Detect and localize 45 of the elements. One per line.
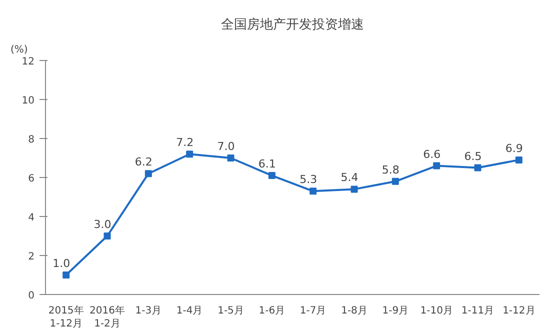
x-tick-label: 1-8月 (341, 306, 368, 316)
point (144, 170, 152, 178)
point (186, 150, 194, 158)
x-tick-label: 1-10月 (420, 306, 453, 316)
x-tick-label: 1-11月 (461, 306, 494, 316)
point (268, 172, 276, 180)
data-label: 3.0 (94, 218, 112, 231)
y-tick-label: 0 (28, 290, 35, 302)
x-tick-label: 1-7月 (300, 306, 326, 316)
point (474, 164, 482, 172)
point (104, 232, 111, 240)
point (62, 272, 70, 278)
chart-title: 全国房地产开发投资增速 (221, 16, 364, 32)
y-tick-label: 4 (28, 212, 35, 224)
x-tick-label: 1-6月 (258, 306, 286, 316)
x-tick-label: 2016年 1-2月 (90, 304, 125, 330)
y-tick-label: 10 (22, 96, 35, 106)
x-tick-label: 2015年 1-12月 (48, 304, 84, 330)
data-label: 6.2 (134, 156, 152, 169)
data-label: 6.9 (505, 142, 523, 155)
point (350, 186, 358, 193)
x-tick-label: 1-5月 (218, 306, 244, 316)
point (433, 162, 440, 170)
x-tick-label: 1-3月 (135, 306, 162, 316)
y-tick-label: 12 (22, 56, 35, 68)
point (310, 188, 317, 195)
y-tick-label: 8 (28, 134, 35, 146)
x-tick-label: 1-4月 (176, 306, 203, 316)
data-label: 7.2 (176, 136, 194, 150)
x-tick-label: 1-9月 (382, 306, 409, 316)
y-tick-label: 6 (28, 174, 35, 184)
point (515, 156, 522, 164)
y-axis-title: (%) (10, 44, 28, 56)
data-label: 7.0 (217, 140, 235, 153)
point (227, 154, 234, 162)
data-label: 6.6 (423, 148, 441, 161)
point (392, 178, 399, 185)
data-label: 1.0 (52, 257, 70, 270)
x-tick-label: 1-12月 (502, 306, 536, 316)
data-label: 6.5 (464, 150, 482, 163)
data-label: 5.8 (382, 163, 400, 176)
data-label: 5.3 (300, 173, 318, 186)
data-label: 6.1 (258, 158, 276, 171)
y-tick-label: 2 (28, 252, 35, 262)
data-label: 5.4 (340, 171, 358, 184)
